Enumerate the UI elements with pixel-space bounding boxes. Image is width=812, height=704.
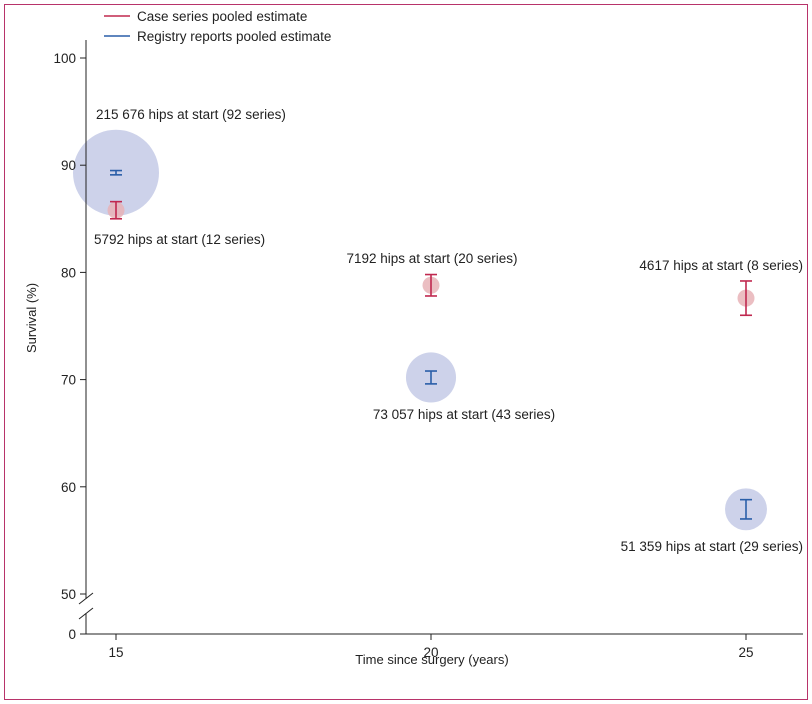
axes-layer [78,40,803,635]
registry-legend-label: Registry reports pooled estimate [137,29,331,44]
axis-break-mark-lower [78,607,94,620]
y-tick-label: 90 [61,158,76,173]
registry-annotation: 73 057 hips at start (43 series) [373,407,555,422]
case-series-annotation: 5792 hips at start (12 series) [94,232,265,247]
case-series-error-bar [425,273,437,297]
case-series-error-bar [740,280,752,317]
registry-error-bar [740,498,752,520]
errorbars-layer [110,169,752,520]
ticks-layer: 0 50 60 70 80 90 100 15 20 25 [53,51,753,660]
x-tick-label: 20 [423,645,438,660]
bubbles-layer [73,129,767,531]
registry-annotation: 51 359 hips at start (29 series) [621,539,803,554]
x-axis-title: Time since surgery (years) [355,652,508,667]
x-tick-label: 25 [738,645,753,660]
axis-break-mark-upper [78,592,94,605]
annotations-layer: 5792 hips at start (12 series) 7192 hips … [94,107,803,554]
case-series-legend-label: Case series pooled estimate [137,9,307,24]
case-series-error-bar [110,200,122,220]
registry-error-bar [110,169,122,176]
y-tick-label: 0 [68,627,76,642]
registry-annotation: 215 676 hips at start (92 series) [96,107,286,122]
legend: Case series pooled estimate Registry repo… [104,9,331,44]
x-tick-label: 15 [108,645,123,660]
case-series-annotation: 4617 hips at start (8 series) [639,258,803,273]
y-tick-label: 80 [61,265,76,280]
registry-error-bar [425,370,437,385]
case-series-annotation: 7192 hips at start (20 series) [346,251,517,266]
y-axis-title: Survival (%) [24,283,39,353]
y-tick-label: 100 [53,51,76,66]
y-tick-label: 60 [61,480,76,495]
chart-frame [4,4,808,700]
y-tick-label: 70 [61,373,76,388]
y-tick-label: 50 [61,587,76,602]
